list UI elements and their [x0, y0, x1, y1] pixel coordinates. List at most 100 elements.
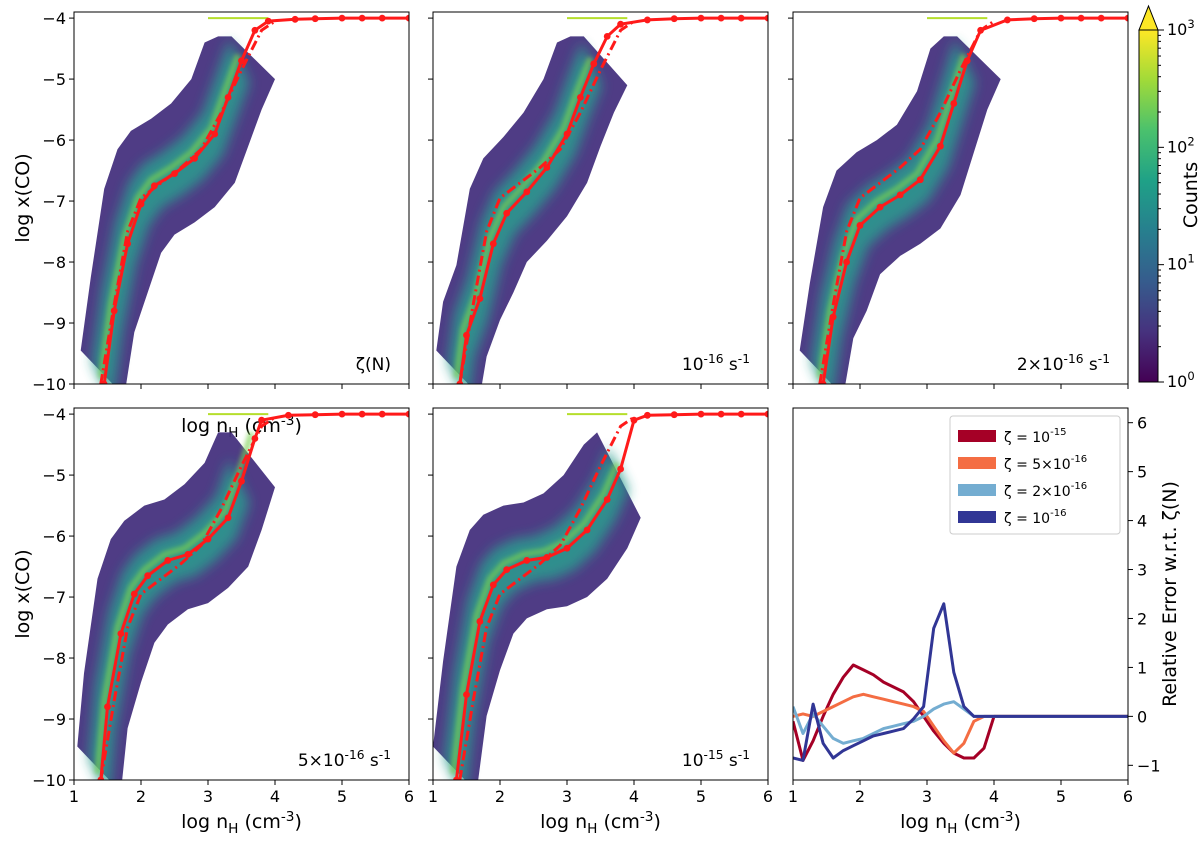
series-solid-point [405, 14, 409, 22]
series-line [793, 602, 1128, 762]
series-solid-point [697, 14, 705, 22]
series-solid-point [97, 776, 105, 780]
panel-annotation: 10-16 s-1 [682, 352, 750, 375]
series-solid-point [1077, 14, 1085, 22]
x-tick-label: 3 [203, 787, 213, 806]
density-ridge [453, 56, 594, 379]
panel-top-right: 2×10-16 s-1 [788, 11, 1129, 389]
series-solid-point [144, 572, 152, 580]
series-solid-point [264, 17, 272, 25]
x-tick-label: 6 [1123, 787, 1133, 806]
series-solid-point [644, 411, 651, 419]
y-tick-label: −9 [42, 710, 66, 729]
y-tick-label: −10 [32, 771, 66, 790]
series-solid-point [876, 203, 884, 211]
series-dashdot [458, 19, 635, 384]
series-solid-point [224, 514, 232, 522]
plot-area [80, 14, 409, 384]
series-dashdot [458, 415, 635, 780]
y-tick-label: 2 [1137, 609, 1147, 628]
series-solid-point [104, 703, 111, 711]
plot-area [793, 602, 1128, 762]
x-tick-label: 1 [69, 787, 79, 806]
y-tick-label: −5 [42, 70, 66, 89]
series-solid-point [130, 590, 138, 598]
series-solid-point [1057, 14, 1065, 22]
series-solid-point [137, 200, 145, 208]
y-tick-label: −6 [42, 131, 66, 150]
series-solid-point [338, 410, 346, 418]
density-ridge [97, 53, 242, 379]
series-solid-point [258, 416, 265, 424]
series-solid-point [563, 544, 571, 552]
series-solid-point [503, 209, 511, 217]
plot-area [433, 410, 768, 780]
legend: ζ = 10-15 ζ = 5×10-16 ζ = 2×10-16 ζ = 10-16 [949, 415, 1121, 535]
series-solid-point [311, 15, 319, 23]
plot-area [799, 14, 1128, 384]
y-tick-label: −5 [42, 466, 66, 485]
x-tick-label: 3 [562, 787, 572, 806]
series-solid-point [338, 14, 346, 22]
y-tick-label: −7 [42, 192, 66, 211]
series-solid-point [238, 477, 245, 485]
colorbar-extend-arrow [1138, 4, 1159, 31]
series-solid-point [764, 410, 768, 418]
series-dashdot [818, 19, 995, 384]
legend-label: ζ = 10-15 [1004, 427, 1067, 446]
series-solid-point [523, 188, 531, 196]
series-solid-point [630, 416, 638, 424]
series-solid-point [291, 15, 299, 23]
x-tick-label: 4 [989, 787, 999, 806]
series-solid-point [583, 526, 591, 534]
series-solid-point [543, 164, 551, 171]
series-solid-point [977, 26, 984, 34]
legend-swatch [958, 511, 996, 523]
series-solid-point [503, 566, 511, 574]
series-solid-point [124, 240, 131, 248]
colorbar-tick-label: 100 [1167, 369, 1195, 391]
series-solid-point [603, 32, 611, 40]
series-solid-point [311, 411, 319, 419]
series-solid-point [670, 15, 678, 23]
series-solid-point [1124, 14, 1128, 22]
series-line [793, 700, 1128, 745]
x-tick-label: 3 [922, 787, 932, 806]
x-tick-label: 5 [696, 787, 706, 806]
panel-annotation: 5×10-16 s-1 [298, 748, 391, 771]
series-solid-point [737, 14, 745, 22]
series-solid-point [110, 307, 118, 315]
series-solid-point [717, 14, 725, 22]
plot-area [436, 14, 768, 384]
y-tick-label: 1 [1137, 658, 1147, 677]
series-solid-point [1004, 16, 1011, 24]
x-tick-label: 5 [337, 787, 347, 806]
series-solid-point [856, 222, 864, 229]
colorbar-gradient [1138, 29, 1159, 383]
x-tick-label: 6 [404, 787, 414, 806]
series-solid-point [670, 411, 678, 419]
colorbar-tick-label: 103 [1167, 17, 1195, 39]
series-solid-point [358, 410, 366, 418]
panel-annotation: ζ(N) [356, 355, 391, 375]
series-solid-point [1097, 14, 1105, 22]
series-solid-point [238, 57, 245, 65]
y-tick-label: −9 [42, 314, 66, 333]
density-ridge [450, 461, 621, 775]
y-tick-label: −10 [32, 375, 66, 394]
series-solid-point [737, 410, 745, 418]
series-solid-point [378, 14, 386, 22]
colorbar-label: Counts [1180, 162, 1200, 228]
density-histogram [80, 17, 275, 384]
y-tick-label: 5 [1137, 463, 1147, 482]
series-solid-point [251, 26, 259, 34]
density-histogram [433, 413, 641, 780]
panel-bottom-middle: 10-15 s-1 1 2 3 4 5 6 log nH (cm-3) [428, 407, 773, 837]
x-tick-label: 2 [855, 787, 865, 806]
x-tick-label: 5 [1056, 787, 1066, 806]
legend-swatch [958, 484, 996, 496]
series-solid-point [378, 410, 386, 418]
x-tick-label: 2 [495, 787, 505, 806]
series-solid-point [963, 57, 971, 65]
series-solid-point [717, 410, 725, 418]
